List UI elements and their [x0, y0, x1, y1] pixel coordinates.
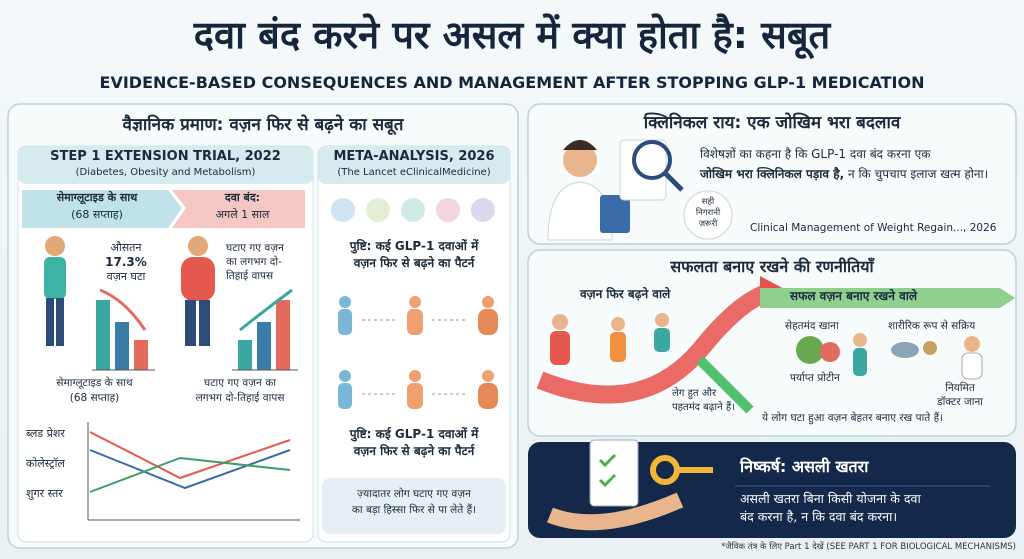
- meta-conclusion: का बड़ा हिस्सा फिर से पा लेते हैं।: [351, 504, 477, 516]
- regain-note: लेग हुत और: [672, 388, 717, 399]
- conclusion-text: असली खतरा बिना किसी योजना के दवा: [740, 491, 921, 506]
- clinical-text: विशेषज्ञों का कहना है कि GLP-1 दवा बंद क…: [700, 147, 931, 161]
- meta-header: [318, 146, 510, 184]
- badge: निगरानी: [695, 208, 721, 218]
- clinical-panel: [527, 103, 1017, 245]
- loss-note: 17.3%: [105, 255, 147, 269]
- phase-off-arrow: [172, 190, 305, 228]
- marker-label: ब्लड प्रेशर: [26, 427, 65, 440]
- success-drop: [696, 356, 754, 414]
- strategy-item: नियमित: [945, 382, 975, 394]
- meta-title: META-ANALYSIS, 2026: [333, 149, 495, 164]
- regain-label: वज़न फिर बढ़ने वाले: [580, 287, 671, 301]
- clinical-text-end: न कि चुपचाप इलाज खत्म होना।: [847, 167, 989, 181]
- badge: सही: [701, 197, 715, 207]
- strategy-item: डॉक्टर जाना: [936, 396, 984, 408]
- regain-sequence: [338, 296, 498, 409]
- strategy-item: शारीरिक रूप से सक्रिय: [888, 320, 976, 332]
- marker-label: कोलेस्ट्रॉल: [26, 457, 65, 470]
- success-label: सफल वज़न बनाए रखने वाले: [790, 289, 918, 303]
- regain-arrow: [536, 283, 773, 404]
- meta-finding: वज़न फिर से बढ़ने का पैटर्न: [353, 256, 475, 270]
- phase-on: सेमाग्लूटाइड के साथ: [56, 191, 138, 204]
- phase-on-arrow: [22, 190, 182, 228]
- meta-conclusion: ज़्यादातर लोग घटाए गए वज़न: [357, 488, 471, 500]
- regain-note: तिहाई वापस: [226, 270, 274, 282]
- regain-note: का लगभग दो-: [226, 256, 282, 268]
- caption-off: लगभग दो-तिहाई वापस: [195, 392, 285, 404]
- footnote: *जैविक तंत्र के लिए Part 1 देखें (SEE PA…: [721, 542, 1016, 552]
- markers-chart: [87, 422, 300, 521]
- title: दवा बंद करने पर असल में क्या होता है: सब…: [193, 13, 831, 57]
- step1-title: STEP 1 EXTENSION TRIAL, 2022: [50, 149, 281, 164]
- drug-icons: [331, 198, 495, 222]
- step1-subtitle: (Diabetes, Obesity and Metabolism): [75, 167, 256, 178]
- citation: Clinical Management of Weight Regain...,…: [750, 222, 997, 234]
- meta-finding: वज़न फिर से बढ़ने का पैटर्न: [353, 444, 475, 458]
- person-heavy: [181, 236, 215, 346]
- loss-bars: [92, 288, 155, 371]
- loss-note: वज़न घटा: [106, 270, 146, 283]
- badge: ज़रूरी: [698, 219, 718, 229]
- caption-on: सेमाग्लूटाइड के साथ: [56, 377, 133, 389]
- regain-bars: [232, 288, 298, 371]
- caption-off: घटाए गए वज़न का: [204, 377, 276, 389]
- meta-finding: पुष्टि: कई GLP-1 दवाओं में: [349, 239, 479, 253]
- conclusion-text: बंद करना है, न कि दवा बंद करना।: [740, 509, 898, 524]
- strategies-panel: [527, 249, 1017, 437]
- success-arrow: [760, 288, 1015, 308]
- caption-on: (68 सप्ताह): [69, 392, 120, 404]
- meta-conclusion-box: [322, 478, 506, 534]
- meta-finding: पुष्टि: कई GLP-1 दवाओं में: [349, 427, 479, 441]
- clinical-text: जोखिम भरा क्लिनिकल पड़ाव है, न कि चुपचाप…: [700, 167, 989, 182]
- strategies-title: सफलता बनाए रखने की रणनीतियाँ: [670, 257, 874, 276]
- subtitle: EVIDENCE-BASED CONSEQUENCES AND MANAGEME…: [99, 73, 925, 92]
- regain-note: पहतमंद बढ़ाने हैं।: [672, 402, 735, 413]
- loss-note: औसतन: [110, 241, 142, 254]
- phase-off: अगले 1 साल: [215, 208, 270, 221]
- clinical-title: क्लिनिकल राय: एक जोखिम भरा बदलाव: [643, 113, 901, 133]
- strategy-item: सेहतमंद खाना: [785, 320, 839, 332]
- regain-note: घटाए गए वज़न: [226, 242, 284, 254]
- clinical-text-bold: जोखिम भरा क्लिनिकल पड़ाव है,: [700, 167, 845, 181]
- meta-subtitle: (The Lancet eClinicalMedicine): [337, 167, 491, 178]
- evidence-title: वैज्ञानिक प्रमाण: वज़न फिर से बढ़ने का स…: [122, 115, 404, 135]
- strategy-item: पर्याप्त प्रोटीन: [790, 372, 840, 384]
- conclusion-illustration: [547, 439, 713, 531]
- phase-on: (68 सप्ताह): [71, 208, 123, 221]
- doctor-illustration: [547, 139, 733, 241]
- marker-label: शुगर स्तर: [26, 487, 63, 500]
- strategy-people: [550, 313, 983, 380]
- conclusion-title: निष्कर्ष: असली खतरा: [740, 457, 869, 476]
- phase-off: दवा बंद:: [224, 191, 261, 204]
- person-slim: [44, 236, 66, 346]
- step1-header: [18, 146, 313, 184]
- success-note: ये लोग घटा हुआ वज़न बेहतर बनाए रख पाते ह…: [762, 412, 944, 424]
